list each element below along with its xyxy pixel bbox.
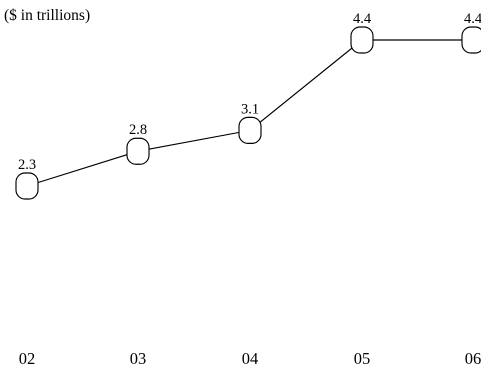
chart-plot: 2.3 2.8 3.1 4.4 4.4 bbox=[16, 11, 481, 199]
data-point-05 bbox=[351, 27, 373, 53]
data-point-04 bbox=[239, 117, 261, 143]
x-tick-06: 06 bbox=[465, 349, 481, 367]
x-tick-04: 04 bbox=[242, 349, 259, 367]
data-label-02: 2.3 bbox=[18, 157, 36, 173]
data-point-02 bbox=[16, 173, 38, 199]
x-tick-05: 05 bbox=[354, 349, 371, 367]
data-label-03: 2.8 bbox=[129, 122, 147, 138]
data-label-05: 4.4 bbox=[353, 11, 372, 27]
data-point-06 bbox=[462, 27, 481, 53]
data-label-06: 4.4 bbox=[464, 11, 481, 27]
chart-subtitle: ($ in trillions) bbox=[4, 7, 90, 24]
x-tick-03: 03 bbox=[130, 349, 147, 367]
x-axis-tick-labels: 02 03 04 05 06 bbox=[19, 349, 481, 367]
data-point-03 bbox=[127, 138, 149, 164]
x-tick-02: 02 bbox=[19, 349, 36, 367]
data-label-04: 3.1 bbox=[241, 101, 259, 117]
